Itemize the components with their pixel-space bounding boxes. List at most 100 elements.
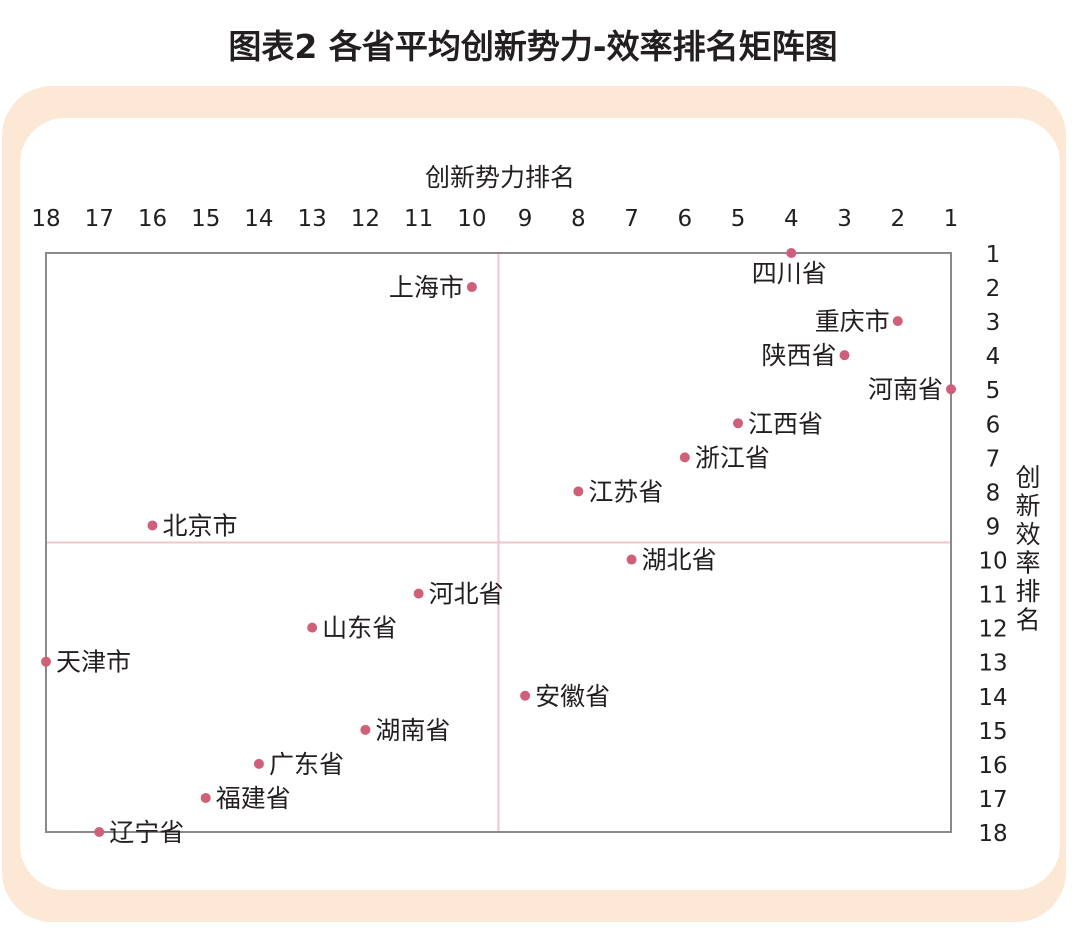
data-point[interactable] bbox=[94, 827, 105, 837]
y-axis-title-char: 名 bbox=[1015, 606, 1040, 635]
y-tick-label: 5 bbox=[986, 378, 1001, 404]
y-tick-label: 18 bbox=[978, 821, 1007, 847]
data-point-label: 上海市 bbox=[389, 273, 464, 302]
y-tick-label: 13 bbox=[978, 651, 1007, 677]
y-tick-label: 14 bbox=[978, 685, 1007, 711]
data-point[interactable] bbox=[520, 690, 531, 701]
y-axis-title-char: 效 bbox=[1015, 520, 1040, 549]
data-point[interactable] bbox=[360, 724, 371, 735]
data-point[interactable] bbox=[413, 588, 424, 599]
data-point[interactable] bbox=[786, 248, 797, 258]
y-tick-label: 11 bbox=[978, 583, 1007, 609]
data-point[interactable] bbox=[307, 622, 318, 633]
y-tick-label: 15 bbox=[978, 719, 1007, 745]
data-point-group: 四川省 bbox=[752, 248, 827, 288]
data-point-label: 江苏省 bbox=[588, 477, 663, 506]
data-point-label: 湖北省 bbox=[642, 546, 717, 575]
data-point-group: 湖南省 bbox=[360, 716, 450, 745]
data-point-group: 广东省 bbox=[253, 750, 344, 779]
data-point[interactable] bbox=[466, 282, 477, 293]
y-tick-label: 17 bbox=[978, 787, 1007, 813]
data-point-group: 北京市 bbox=[147, 511, 237, 540]
x-tick-label: 14 bbox=[244, 206, 273, 232]
x-tick-label: 4 bbox=[784, 206, 799, 232]
data-point[interactable] bbox=[573, 486, 584, 497]
data-point-group: 重庆市 bbox=[815, 307, 903, 336]
x-tick-label: 5 bbox=[731, 206, 746, 232]
x-tick-label: 7 bbox=[624, 206, 639, 232]
y-tick-label: 12 bbox=[978, 617, 1007, 643]
data-point[interactable] bbox=[679, 452, 690, 463]
data-point[interactable] bbox=[41, 656, 51, 667]
x-tick-label: 2 bbox=[890, 206, 905, 232]
data-point-group: 江苏省 bbox=[573, 477, 663, 506]
data-point-group: 山东省 bbox=[307, 614, 397, 643]
y-axis-title-char: 率 bbox=[1015, 549, 1040, 578]
data-point-label: 天津市 bbox=[56, 648, 131, 677]
y-tick-label: 10 bbox=[978, 549, 1007, 575]
data-point-label: 重庆市 bbox=[815, 307, 890, 336]
x-tick-label: 8 bbox=[571, 206, 586, 232]
data-point-group: 辽宁省 bbox=[94, 818, 184, 847]
data-point-label: 江西省 bbox=[748, 409, 823, 438]
data-point-group: 河北省 bbox=[413, 580, 504, 609]
data-point-group: 浙江省 bbox=[679, 443, 770, 472]
x-tick-label: 16 bbox=[138, 206, 167, 232]
data-point[interactable] bbox=[253, 758, 264, 769]
data-point-label: 湖南省 bbox=[375, 716, 450, 745]
data-point-label: 辽宁省 bbox=[109, 818, 184, 847]
data-point-group: 湖北省 bbox=[626, 546, 717, 575]
data-point-label: 福建省 bbox=[216, 784, 291, 813]
x-tick-label: 17 bbox=[85, 206, 114, 232]
x-tick-label: 12 bbox=[351, 206, 380, 232]
data-point-label: 山东省 bbox=[322, 614, 397, 643]
data-point[interactable] bbox=[946, 384, 956, 395]
data-point[interactable] bbox=[892, 316, 903, 327]
data-point-label: 北京市 bbox=[162, 511, 237, 540]
x-tick-label: 3 bbox=[837, 206, 852, 232]
data-point[interactable] bbox=[200, 792, 211, 803]
y-axis-title-char: 排 bbox=[1015, 577, 1040, 606]
y-tick-label: 6 bbox=[986, 412, 1001, 438]
data-point-group: 安徽省 bbox=[520, 682, 610, 711]
data-point[interactable] bbox=[626, 554, 637, 565]
x-tick-label: 6 bbox=[678, 206, 693, 232]
y-tick-label: 2 bbox=[986, 276, 1001, 302]
data-point-label: 安徽省 bbox=[535, 682, 610, 711]
data-point-group: 福建省 bbox=[200, 784, 291, 813]
data-point[interactable] bbox=[733, 418, 744, 429]
y-tick-label: 3 bbox=[986, 310, 1001, 336]
plot-frame bbox=[45, 252, 952, 833]
data-point-group: 上海市 bbox=[389, 273, 477, 302]
x-tick-label: 10 bbox=[457, 206, 486, 232]
x-tick-label: 15 bbox=[191, 206, 220, 232]
data-point-group: 天津市 bbox=[41, 648, 131, 677]
data-point-label: 河北省 bbox=[429, 580, 504, 609]
x-tick-label: 11 bbox=[404, 206, 433, 232]
data-point-group: 河南省 bbox=[868, 375, 956, 404]
data-point-label: 陕西省 bbox=[762, 341, 837, 370]
data-point-group: 江西省 bbox=[733, 409, 823, 438]
y-tick-label: 7 bbox=[986, 446, 1001, 472]
y-tick-label: 16 bbox=[978, 753, 1007, 779]
y-tick-label: 8 bbox=[986, 480, 1001, 506]
y-axis-title-char: 创 bbox=[1015, 463, 1040, 492]
data-point-label: 广东省 bbox=[269, 750, 344, 779]
x-tick-label: 13 bbox=[298, 206, 327, 232]
data-point-label: 四川省 bbox=[752, 259, 827, 288]
x-axis-title: 创新势力排名 bbox=[425, 163, 575, 192]
y-tick-label: 1 bbox=[986, 242, 1001, 268]
x-tick-label: 1 bbox=[944, 206, 959, 232]
y-axis-title-char: 新 bbox=[1015, 492, 1040, 521]
data-point-label: 浙江省 bbox=[695, 443, 770, 472]
inner-panel bbox=[20, 118, 1060, 890]
y-tick-label: 4 bbox=[986, 344, 1001, 370]
y-tick-label: 9 bbox=[986, 514, 1001, 540]
data-point-label: 河南省 bbox=[868, 375, 943, 404]
chart-title: 图表2 各省平均创新势力-效率排名矩阵图 bbox=[228, 27, 837, 66]
data-point[interactable] bbox=[147, 520, 158, 531]
data-point[interactable] bbox=[839, 350, 850, 361]
x-tick-label: 18 bbox=[31, 206, 60, 232]
